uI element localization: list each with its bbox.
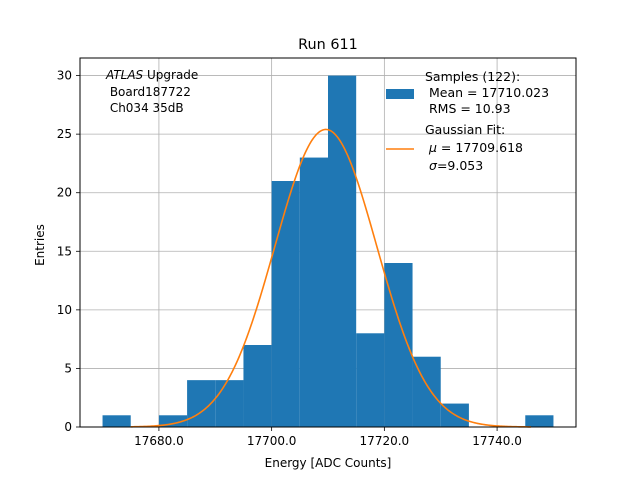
y-tick-label: 25 (57, 127, 72, 141)
histogram-bar (215, 380, 244, 427)
y-tick-label: 15 (57, 244, 72, 258)
x-tick-label: 17680.0 (134, 434, 184, 448)
legend-fit-mu-value: = 17709.618 (437, 140, 523, 155)
histogram-bar (328, 75, 357, 428)
legend-fit-mu-symbol: μ (428, 140, 437, 155)
gaussian-fit-layer (130, 128, 531, 428)
histogram-bar (299, 157, 328, 428)
histogram-bar (356, 333, 385, 427)
y-tick-label: 20 (57, 186, 72, 200)
x-tick-label: 17740.0 (472, 434, 522, 448)
histogram-bar (158, 415, 188, 427)
annotation-upgrade: Upgrade (143, 68, 198, 82)
y-axis-label: Entries (33, 224, 47, 266)
histogram-bar (102, 415, 131, 427)
y-tick-label: 0 (64, 420, 72, 434)
legend-samples-mean: Mean = 17710.023 (425, 85, 549, 100)
svg-text:σ=9.053: σ=9.053 (429, 158, 483, 173)
y-tick-label: 30 (57, 69, 72, 83)
annotation-atlas: ATLAS (105, 68, 144, 82)
legend: Samples (122): Mean = 17710.023 RMS = 10… (386, 69, 549, 173)
x-tick-label: 17720.0 (360, 434, 410, 448)
atlas-annotation: ATLAS Upgrade Board187722 Ch034 35dB (105, 68, 198, 115)
gaussian-fit-curve (130, 128, 531, 428)
annotation-board: Board187722 (106, 85, 191, 99)
legend-fit-sigma-symbol: σ (429, 158, 438, 173)
histogram-bar (525, 415, 554, 427)
legend-samples-title: Samples (122): (425, 69, 520, 84)
svg-text:ATLAS Upgrade: ATLAS Upgrade (105, 68, 198, 82)
x-axis-ticks: 17680.0 17700.0 17720.0 17740.0 (134, 427, 522, 448)
annotation-channel: Ch034 35dB (106, 101, 184, 115)
chart-title: Run 611 (298, 37, 358, 53)
histogram-bar (243, 345, 272, 427)
y-tick-label: 5 (64, 361, 72, 375)
legend-fit-title: Gaussian Fit: (425, 122, 505, 137)
legend-samples-swatch (386, 89, 414, 99)
x-tick-label: 17700.0 (247, 434, 297, 448)
histogram-bar (271, 181, 300, 427)
y-axis-ticks: 0 5 10 15 20 25 30 (57, 69, 80, 434)
x-axis-label: Energy [ADC Counts] (265, 456, 392, 470)
legend-samples-rms: RMS = 10.93 (425, 101, 511, 116)
y-tick-label: 10 (57, 303, 72, 317)
plot-frame (79, 57, 577, 428)
legend-fit-sigma-value: =9.053 (437, 158, 483, 173)
svg-text:μ = 17709.618: μ = 17709.618 (428, 140, 523, 155)
